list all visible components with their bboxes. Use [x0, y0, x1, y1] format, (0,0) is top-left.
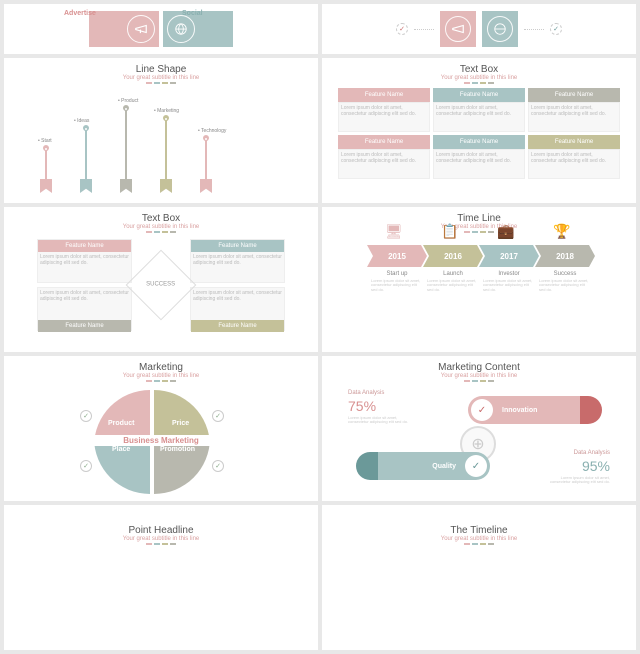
slide-title: Line Shape: [10, 64, 312, 75]
slide-subtitle: Your great subtitle in this line: [441, 536, 518, 542]
timeline-step: 💼 2017 Investor Lorem ipsum dolor sit am…: [479, 245, 539, 267]
content-chart: Data Analysis 75% Lorem ipsum dolor sit …: [328, 388, 630, 498]
slide-point-headline: Point Headline Your great subtitle in th…: [4, 505, 318, 650]
slide-subtitle: Your great subtitle in this line: [123, 536, 200, 542]
slide-subtitle: Your great subtitle in this line: [10, 373, 312, 379]
megaphone-icon: [127, 15, 155, 43]
feature-cell: Feature NameLorem ipsum dolor sit amet, …: [433, 135, 525, 179]
slide-subtitle: Your great subtitle in this line: [328, 373, 630, 379]
globe-icon: [167, 15, 195, 43]
feature-box: Lorem ipsum dolor sit amet, consectetur …: [190, 287, 285, 331]
percent-1: 75%: [348, 398, 376, 414]
timeline-row: 🖥 2015 Start up Lorem ipsum dolor sit am…: [328, 245, 630, 267]
slide-text-box-diamond: Text Box Your great subtitle in this lin…: [4, 207, 318, 352]
slide-icon-row: ✓ ✓: [322, 4, 636, 54]
quality-pill: ✓Quality: [370, 452, 490, 480]
slide-title: Marketing Content: [328, 362, 630, 373]
feature-cell: Feature NameLorem ipsum dolor sit amet, …: [528, 88, 620, 132]
slide-text-box-6: Text Box Your great subtitle in this lin…: [322, 58, 636, 203]
slide-subtitle: Your great subtitle in this line: [10, 75, 312, 81]
diamond-layout: Feature NameLorem ipsum dolor sit amet, …: [10, 239, 312, 331]
quadrant-chart: Product Price Place Promotion ✓ ✓ ✓ ✓ Bu…: [10, 386, 312, 486]
slide-advertise-social: Advertise Social: [4, 4, 318, 54]
check-icon: ✓: [396, 23, 408, 35]
line-chart: • Start • Ideas • Product • Marketing • …: [30, 88, 292, 183]
feature-cell: Feature NameLorem ipsum dolor sit amet, …: [433, 88, 525, 132]
advertise-label: Advertise: [64, 10, 96, 17]
slide-the-timeline: The Timeline Your great subtitle in this…: [322, 505, 636, 650]
innovation-pill: ✓Innovation: [468, 396, 588, 424]
slide-subtitle: Your great subtitle in this line: [328, 224, 630, 230]
feature-box: Lorem ipsum dolor sit amet, consectetur …: [37, 287, 132, 331]
feature-cell: Feature NameLorem ipsum dolor sit amet, …: [528, 135, 620, 179]
timeline-step: 🏆 2018 Success Lorem ipsum dolor sit ame…: [535, 245, 595, 267]
center-label: Business Marketing: [10, 435, 312, 446]
advertise-box: [89, 11, 159, 47]
feature-cell: Feature NameLorem ipsum dolor sit amet, …: [338, 135, 430, 179]
percent-2: 95%: [582, 458, 610, 474]
slide-subtitle: Your great subtitle in this line: [328, 75, 630, 81]
slide-marketing: Marketing Your great subtitle in this li…: [4, 356, 318, 501]
feature-grid: Feature NameLorem ipsum dolor sit amet, …: [338, 88, 620, 179]
check-icon: ✓: [550, 23, 562, 35]
globe-box: [482, 11, 518, 47]
timeline-step: 📋 2016 Launch Lorem ipsum dolor sit amet…: [423, 245, 483, 267]
slide-title: Marketing: [10, 362, 312, 373]
slide-timeline: Time Line Your great subtitle in this li…: [322, 207, 636, 352]
slide-marketing-content: Marketing Content Your great subtitle in…: [322, 356, 636, 501]
feature-box: Feature NameLorem ipsum dolor sit amet, …: [37, 239, 132, 283]
feature-cell: Feature NameLorem ipsum dolor sit amet, …: [338, 88, 430, 132]
megaphone-box: [440, 11, 476, 47]
slide-title: Text Box: [10, 213, 312, 224]
slide-title: The Timeline: [441, 525, 518, 536]
social-label: Social: [182, 10, 203, 17]
timeline-step: 🖥 2015 Start up Lorem ipsum dolor sit am…: [367, 245, 427, 267]
slide-line-shape: Line Shape Your great subtitle in this l…: [4, 58, 318, 203]
feature-box: Feature NameLorem ipsum dolor sit amet, …: [190, 239, 285, 283]
slide-title: Text Box: [328, 64, 630, 75]
slide-subtitle: Your great subtitle in this line: [10, 224, 312, 230]
slide-title: Point Headline: [123, 525, 200, 536]
slide-title: Time Line: [328, 213, 630, 224]
center-diamond: SUCCESS: [126, 250, 197, 321]
